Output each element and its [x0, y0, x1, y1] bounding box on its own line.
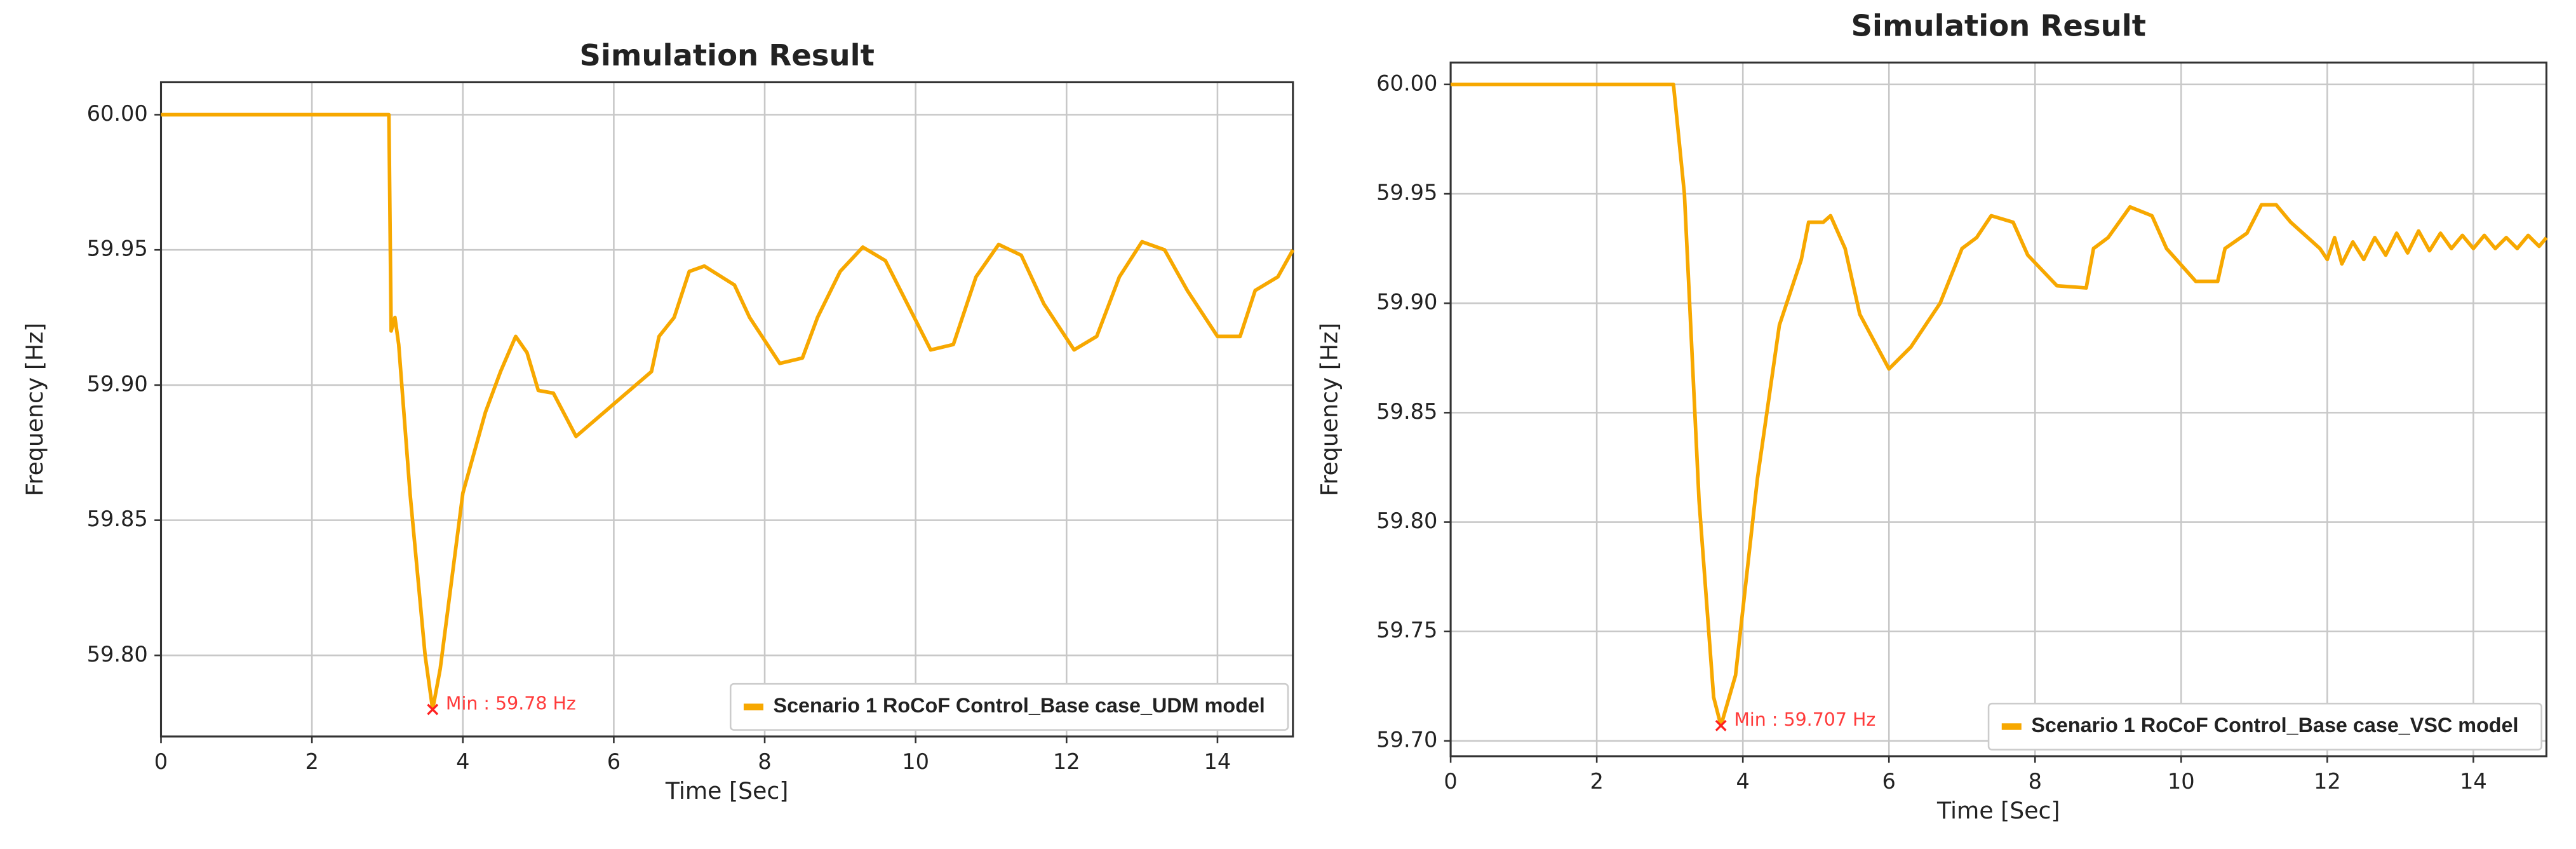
- annotation: Min : 59.707 Hz: [1734, 709, 1875, 730]
- x-tick-label: 2: [1590, 769, 1603, 794]
- y-tick-label: 59.95: [87, 236, 148, 261]
- x-tick-label: 6: [607, 749, 621, 774]
- x-tick-label: 14: [2460, 769, 2487, 794]
- plot-frame: [159, 81, 1294, 738]
- plot-frame: [1449, 61, 2547, 757]
- x-tick-label: 8: [758, 749, 771, 774]
- y-tick-label: 59.85: [1376, 399, 1437, 424]
- x-axis-label: Time [Sec]: [665, 777, 789, 805]
- y-tick-label: 59.90: [1376, 290, 1437, 315]
- data-line: [161, 112, 1295, 712]
- min-marker: [1715, 719, 1727, 731]
- legend-label: Scenario 1 RoCoF Control_Base case_VSC m…: [2031, 714, 2518, 737]
- y-axis-label: Frequency [Hz]: [1315, 323, 1343, 496]
- y-tick-label: 59.85: [87, 506, 148, 531]
- annotation: Min : 59.78 Hz: [446, 693, 576, 714]
- x-tick-label: 0: [154, 749, 168, 774]
- y-tick-label: 59.70: [1376, 727, 1437, 752]
- x-tick-label: 10: [2168, 769, 2195, 794]
- x-tick-label: 4: [1736, 769, 1749, 794]
- data-line: [1451, 82, 2548, 728]
- plot-area: [1451, 62, 2547, 757]
- legend-label: Scenario 1 RoCoF Control_Base case_UDM m…: [774, 694, 1265, 717]
- y-tick-label: 59.75: [1376, 618, 1437, 642]
- y-tick-label: 59.90: [87, 371, 148, 396]
- x-tick-label: 12: [1053, 749, 1080, 774]
- y-tick-label: 59.80: [87, 642, 148, 667]
- y-axis-label: Frequency [Hz]: [21, 323, 48, 496]
- chart-title: Simulation Result: [579, 38, 874, 72]
- x-tick-label: 4: [456, 749, 469, 774]
- min-marker: [427, 703, 439, 716]
- x-tick-label: 0: [1444, 769, 1457, 794]
- x-tick-label: 10: [902, 749, 929, 774]
- x-tick-label: 12: [2314, 769, 2341, 794]
- y-tick-label: 59.80: [1376, 508, 1437, 533]
- plot-area: [161, 82, 1293, 737]
- x-tick-label: 14: [1204, 749, 1231, 774]
- x-tick-label: 6: [1882, 769, 1896, 794]
- chart-title: Simulation Result: [1851, 9, 2146, 43]
- y-tick-label: 60.00: [1376, 71, 1437, 95]
- y-tick-label: 60.00: [87, 101, 148, 126]
- legend-box: [729, 683, 1289, 731]
- x-tick-label: 8: [2029, 769, 2042, 794]
- y-tick-label: 59.95: [1376, 180, 1437, 205]
- x-tick-label: 2: [305, 749, 318, 774]
- legend-box: [1987, 702, 2542, 751]
- x-axis-label: Time [Sec]: [1936, 797, 2060, 824]
